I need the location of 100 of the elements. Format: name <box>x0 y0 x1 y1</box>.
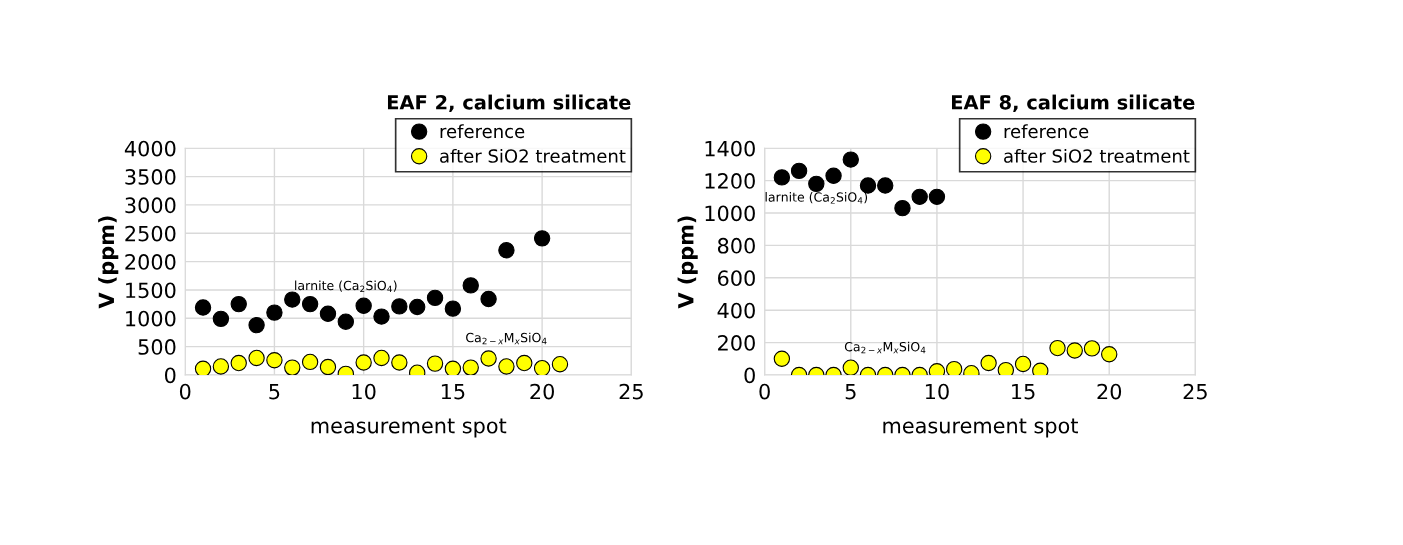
point <box>355 297 372 315</box>
x-axis-title: measurement spot <box>883 418 1078 438</box>
x-tick-label: 20 <box>1097 383 1122 400</box>
point <box>462 359 479 375</box>
chart-title: EAF 2, calcium silicate <box>387 94 631 113</box>
point <box>426 289 444 307</box>
point <box>551 355 569 373</box>
point <box>212 358 230 375</box>
point <box>1066 342 1083 359</box>
point <box>248 349 265 367</box>
point <box>825 167 842 184</box>
point <box>498 358 515 375</box>
y-tick-label: 2500 <box>125 225 176 242</box>
point <box>859 177 877 194</box>
y-tick-label: 1400 <box>705 140 755 157</box>
point <box>194 360 212 375</box>
point <box>498 242 515 259</box>
point <box>373 349 390 367</box>
x-tick-label: 15 <box>441 383 465 400</box>
annotation: larnite (Ca$_{2}$SiO$_{4}$) <box>295 280 397 293</box>
point <box>266 304 283 321</box>
y-tick-label: 3500 <box>125 169 176 185</box>
point <box>842 151 859 168</box>
point <box>301 295 319 313</box>
point <box>516 354 533 372</box>
point <box>877 177 894 194</box>
y-tick-label: 4000 <box>124 140 176 157</box>
y-tick-label: 1500 <box>126 282 176 299</box>
y-tick-label: 1000 <box>126 310 176 327</box>
point <box>533 359 551 375</box>
x-tick-label: 20 <box>530 383 554 400</box>
x-axis-title: measurement spot <box>311 418 507 438</box>
point <box>355 354 372 371</box>
y-tick-label: 0 <box>744 367 755 384</box>
point <box>194 299 212 316</box>
point <box>212 310 230 328</box>
point <box>808 175 825 193</box>
y-axis-title: V (ppm) <box>677 216 698 309</box>
point <box>790 162 808 180</box>
y-tick-label: 400 <box>717 302 755 319</box>
x-tick-label: 0 <box>179 383 191 400</box>
x-tick-label: 10 <box>352 383 376 400</box>
annotation: Ca$_{2−x}$M$_{x}$SiO$_{4}$ <box>466 332 547 345</box>
point <box>1049 339 1066 357</box>
point <box>533 230 551 247</box>
point <box>842 359 859 375</box>
x-tick-label: 25 <box>619 383 643 400</box>
point <box>444 300 462 317</box>
point <box>266 352 283 369</box>
point <box>409 298 426 316</box>
y-tick-label: 2000 <box>125 254 176 270</box>
y-tick-label: 800 <box>717 237 755 254</box>
annotation: Ca$_{2−x}$M$_{x}$SiO$_{4}$ <box>844 341 926 354</box>
point <box>248 316 265 334</box>
point <box>1101 346 1118 363</box>
point <box>319 358 337 375</box>
y-tick-label: 200 <box>718 335 755 351</box>
x-tick-label: 5 <box>269 383 280 400</box>
point <box>1083 340 1101 357</box>
y-tick-label: 600 <box>717 270 755 287</box>
y-tick-label: 0 <box>164 367 176 384</box>
x-tick-label: 10 <box>925 383 949 400</box>
x-tick-label: 5 <box>845 383 856 400</box>
chart-title: EAF 8, calcium silicate <box>951 94 1195 113</box>
point <box>391 354 408 371</box>
legend-label: reference <box>440 124 525 139</box>
legend-label: after SiO2 treatment <box>1004 148 1190 163</box>
point <box>480 290 497 308</box>
annotation: larnite (Ca$_{2}$SiO$_{4}$) <box>765 192 868 204</box>
legend-label: reference <box>1004 124 1089 139</box>
x-tick-label: 15 <box>1012 383 1035 400</box>
point <box>1014 355 1032 373</box>
point <box>480 350 497 367</box>
point <box>911 188 928 206</box>
legend-label: after SiO2 treatment <box>440 148 626 163</box>
y-tick-label: 1000 <box>705 205 755 222</box>
x-tick-label: 0 <box>759 383 770 400</box>
point <box>444 360 462 375</box>
point <box>997 361 1015 375</box>
y-tick-label: 1200 <box>705 173 755 189</box>
point <box>230 354 247 372</box>
point <box>894 199 911 217</box>
y-tick-label: 500 <box>138 339 176 355</box>
point <box>230 295 247 313</box>
point <box>284 359 301 375</box>
y-tick-label: 3000 <box>125 197 176 214</box>
point <box>462 277 479 294</box>
point <box>928 188 946 206</box>
point <box>284 291 301 308</box>
point <box>773 350 791 367</box>
point <box>980 354 997 372</box>
point <box>319 305 337 322</box>
point <box>945 360 963 375</box>
x-tick-label: 25 <box>1183 383 1207 400</box>
point <box>373 308 390 325</box>
point <box>391 298 408 315</box>
point <box>301 353 319 371</box>
point <box>337 313 355 330</box>
point <box>773 169 791 186</box>
y-axis-title: V (ppm) <box>98 216 119 309</box>
